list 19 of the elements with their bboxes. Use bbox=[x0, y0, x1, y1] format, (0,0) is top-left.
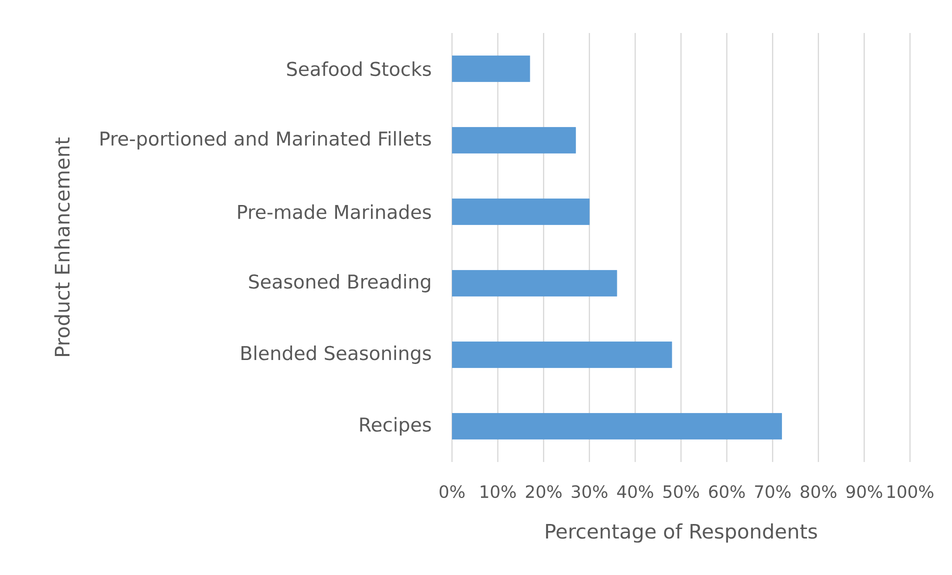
y-tick-label: Seafood Stocks bbox=[287, 61, 431, 76]
x-tick-label: 50% bbox=[663, 485, 699, 498]
x-tick-label: 90% bbox=[846, 485, 882, 498]
x-tick-label: 80% bbox=[800, 485, 836, 498]
y-tick-label: Recipes bbox=[360, 417, 431, 436]
x-tick-label: 100% bbox=[888, 485, 934, 498]
x-tick-label: 20% bbox=[526, 485, 562, 498]
x-tick-label: 0% bbox=[440, 485, 465, 498]
y-tick-label: Pre-made Marinades bbox=[238, 204, 431, 220]
x-tick-label: 60% bbox=[709, 485, 745, 498]
y-tick-label: Pre-portioned and Marinated Fillets bbox=[100, 131, 431, 150]
x-tick-label: 40% bbox=[617, 485, 654, 498]
y-tick-label: Blended Seasonings bbox=[242, 346, 431, 364]
x-tick-label: 30% bbox=[572, 485, 608, 498]
x-tick-label: 70% bbox=[755, 485, 791, 498]
x-axis-title: Percentage of Respondents bbox=[546, 523, 817, 543]
x-tick-label: 10% bbox=[480, 485, 516, 498]
y-axis-title: Product Enhancement bbox=[54, 138, 70, 356]
y-tick-label: Seasoned Breading bbox=[249, 274, 430, 292]
